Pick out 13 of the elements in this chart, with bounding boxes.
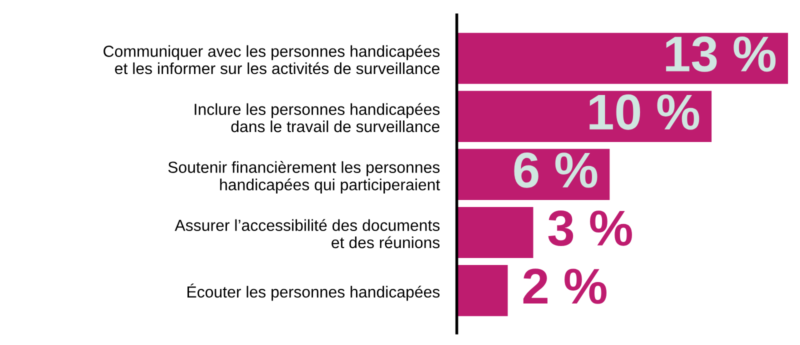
y-tick-label: Écouter les personnes handicapées [188, 284, 440, 301]
y-tick-label: Assurer l’accessibilité des documents et des réunions [174, 219, 440, 248]
data-label: 3 % [548, 210, 632, 246]
bar [456, 206, 534, 258]
data-label: 10 % [590, 94, 700, 130]
bar [456, 32, 788, 84]
y-tick-label: Soutenir financièrement les personnes handicapées qui participeraient [168, 161, 440, 194]
y-tick-label: Communiquer avec les personnes handicapées et les informer sur les activités de surveillance [104, 45, 440, 74]
data-label: 6 % [514, 152, 598, 188]
bar [456, 265, 508, 316]
data-label: 2 % [523, 268, 606, 304]
y-tick-label: Inclure les personnes handicapées dans le travail de surveillance [194, 103, 440, 132]
data-label: 13 % [666, 36, 776, 72]
